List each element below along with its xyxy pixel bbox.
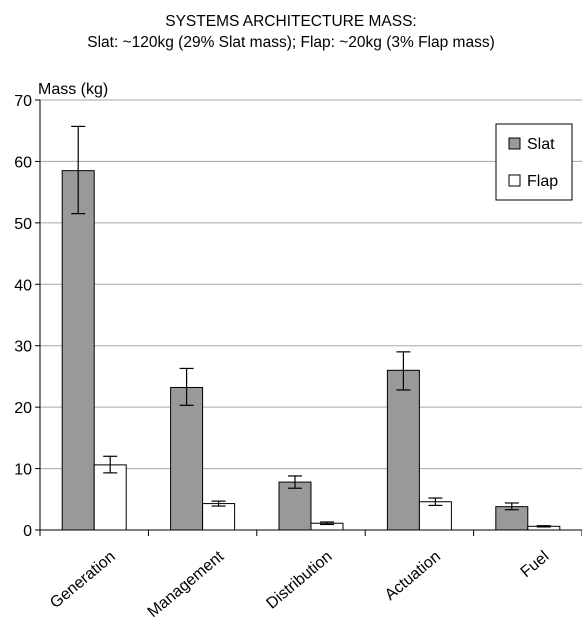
error-bars bbox=[71, 125, 551, 528]
error-bar-flap-actuation bbox=[428, 497, 443, 507]
grid-lines bbox=[40, 99, 582, 470]
legend: Slat Flap bbox=[495, 123, 573, 201]
x-category-label: Management bbox=[145, 548, 228, 621]
chart-title: SYSTEMS ARCHITECTURE MASS: bbox=[165, 13, 417, 30]
y-tick-label: 10 bbox=[14, 462, 32, 479]
y-tick-label: 70 bbox=[14, 93, 32, 110]
y-tick-label: 20 bbox=[14, 400, 32, 417]
bar-flap-management bbox=[202, 503, 236, 531]
error-bar-flap-management bbox=[211, 500, 226, 507]
y-tick-label: 30 bbox=[14, 339, 32, 356]
error-bar-flap-generation bbox=[103, 455, 118, 474]
y-tick-label: 0 bbox=[23, 523, 32, 540]
legend-label-flap: Flap bbox=[527, 173, 558, 190]
error-bar-flap-distribution bbox=[320, 521, 334, 526]
bar-slat-distribution bbox=[278, 481, 312, 531]
legend-swatch-flap bbox=[508, 174, 521, 187]
chart-subtitle: Slat: ~120kg (29% Slat mass); Flap: ~20k… bbox=[87, 34, 495, 51]
bars bbox=[61, 170, 561, 531]
y-tick-label: 40 bbox=[14, 277, 32, 294]
y-tick-label: 50 bbox=[14, 216, 32, 233]
bar-slat-actuation bbox=[386, 369, 420, 531]
x-category-label: Fuel bbox=[518, 548, 553, 581]
legend-swatch-slat bbox=[508, 137, 521, 150]
error-bar-slat-generation bbox=[71, 125, 86, 215]
bar-slat-management bbox=[170, 386, 204, 531]
error-bar-slat-actuation bbox=[396, 351, 411, 391]
x-category-label: Distribution bbox=[263, 548, 335, 612]
x-category-label: Generation bbox=[47, 548, 119, 612]
error-bar-slat-management bbox=[179, 367, 194, 406]
error-bar-slat-distribution bbox=[288, 475, 302, 489]
y-tick-labels: 0 10 20 30 40 50 60 70 bbox=[14, 93, 32, 540]
error-bar-flap-fuel bbox=[536, 525, 551, 528]
bar-flap-actuation bbox=[418, 501, 452, 531]
x-category-labels: Generation Management Distribution Actuatio… bbox=[47, 548, 552, 621]
legend-box bbox=[495, 123, 573, 201]
legend-label-slat: Slat bbox=[527, 136, 555, 153]
axes bbox=[35, 99, 582, 536]
error-bar-slat-fuel bbox=[504, 502, 519, 511]
y-axis-label: Mass (kg) bbox=[38, 81, 108, 98]
x-category-label: Actuation bbox=[382, 548, 444, 604]
y-tick-label: 60 bbox=[14, 154, 32, 171]
bar-slat-generation bbox=[61, 170, 95, 531]
bar-flap-generation bbox=[93, 464, 127, 531]
